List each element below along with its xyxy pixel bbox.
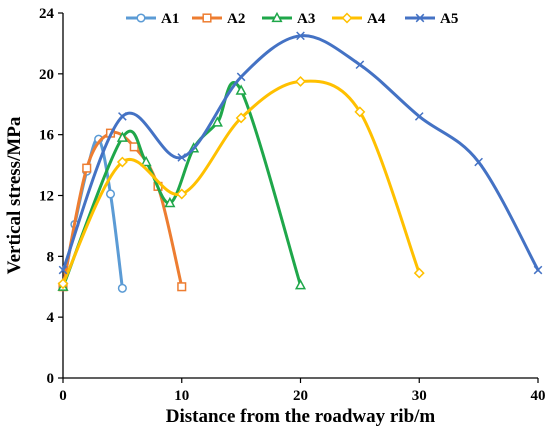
data-point <box>105 189 116 199</box>
series-line <box>61 81 302 289</box>
data-point <box>341 12 353 24</box>
data-point <box>140 155 152 167</box>
data-point <box>164 196 176 208</box>
legend-label: A1 <box>161 11 179 27</box>
data-point <box>355 60 365 70</box>
data-point <box>176 188 188 200</box>
x-tick-label: 30 <box>412 388 427 404</box>
y-tick-label: 12 <box>39 189 54 205</box>
series-a3 <box>57 81 307 291</box>
data-point <box>117 283 127 293</box>
data-point <box>177 153 187 162</box>
data-point <box>211 116 223 127</box>
data-point <box>414 112 424 121</box>
y-tick-label: 4 <box>47 310 55 326</box>
data-point <box>236 72 246 82</box>
series-group <box>57 31 543 293</box>
axes: 0 4 8 12 16 20 24 0 10 20 30 40 <box>39 6 546 404</box>
legend-label: A5 <box>440 11 458 27</box>
series-line <box>61 130 184 289</box>
y-tick-label: 16 <box>39 128 55 144</box>
data-point <box>129 142 139 152</box>
y-tick-label: 8 <box>47 249 55 265</box>
data-point <box>235 112 247 124</box>
legend-label: A4 <box>367 11 386 27</box>
data-point <box>116 131 128 142</box>
x-tick-label: 0 <box>59 388 67 404</box>
series-a2 <box>58 128 187 292</box>
data-point <box>413 267 425 279</box>
y-tick-label: 24 <box>39 6 55 22</box>
data-point <box>118 112 127 121</box>
y-tick-label: 20 <box>39 67 54 83</box>
data-point <box>295 75 306 87</box>
data-point <box>116 156 128 168</box>
x-tick-label: 40 <box>531 388 546 404</box>
data-point <box>177 282 187 292</box>
data-point <box>235 84 247 95</box>
y-tick-label: 0 <box>47 371 55 387</box>
data-point <box>58 265 68 275</box>
data-point <box>294 279 307 290</box>
data-point <box>474 157 483 167</box>
legend-label: A3 <box>297 11 315 27</box>
data-point <box>296 31 305 41</box>
data-point <box>57 278 69 290</box>
legend-item-a2: A2 <box>192 11 245 27</box>
series-line <box>61 79 421 286</box>
legend-item-a5: A5 <box>405 11 458 27</box>
x-tick-label: 20 <box>293 388 308 404</box>
data-point <box>136 13 146 23</box>
legend-item-a3: A3 <box>262 11 315 27</box>
legend: A1 A2 A3 A4 A5 <box>126 11 458 27</box>
data-point <box>354 106 366 118</box>
series-a4 <box>57 75 425 290</box>
y-axis-title: Vertical stress/MPa <box>4 116 25 274</box>
data-point <box>82 163 92 173</box>
x-tick-label: 10 <box>174 388 189 404</box>
data-point <box>415 13 425 23</box>
legend-item-a1: A1 <box>126 11 179 27</box>
series-line <box>61 34 540 272</box>
legend-item-a4: A4 <box>332 11 386 27</box>
data-point <box>271 11 283 23</box>
x-axis-title: Distance from the roadway rib/m <box>166 406 436 427</box>
data-point <box>202 13 212 23</box>
data-point <box>533 265 543 275</box>
series-a5 <box>58 31 543 275</box>
legend-label: A2 <box>227 11 245 27</box>
